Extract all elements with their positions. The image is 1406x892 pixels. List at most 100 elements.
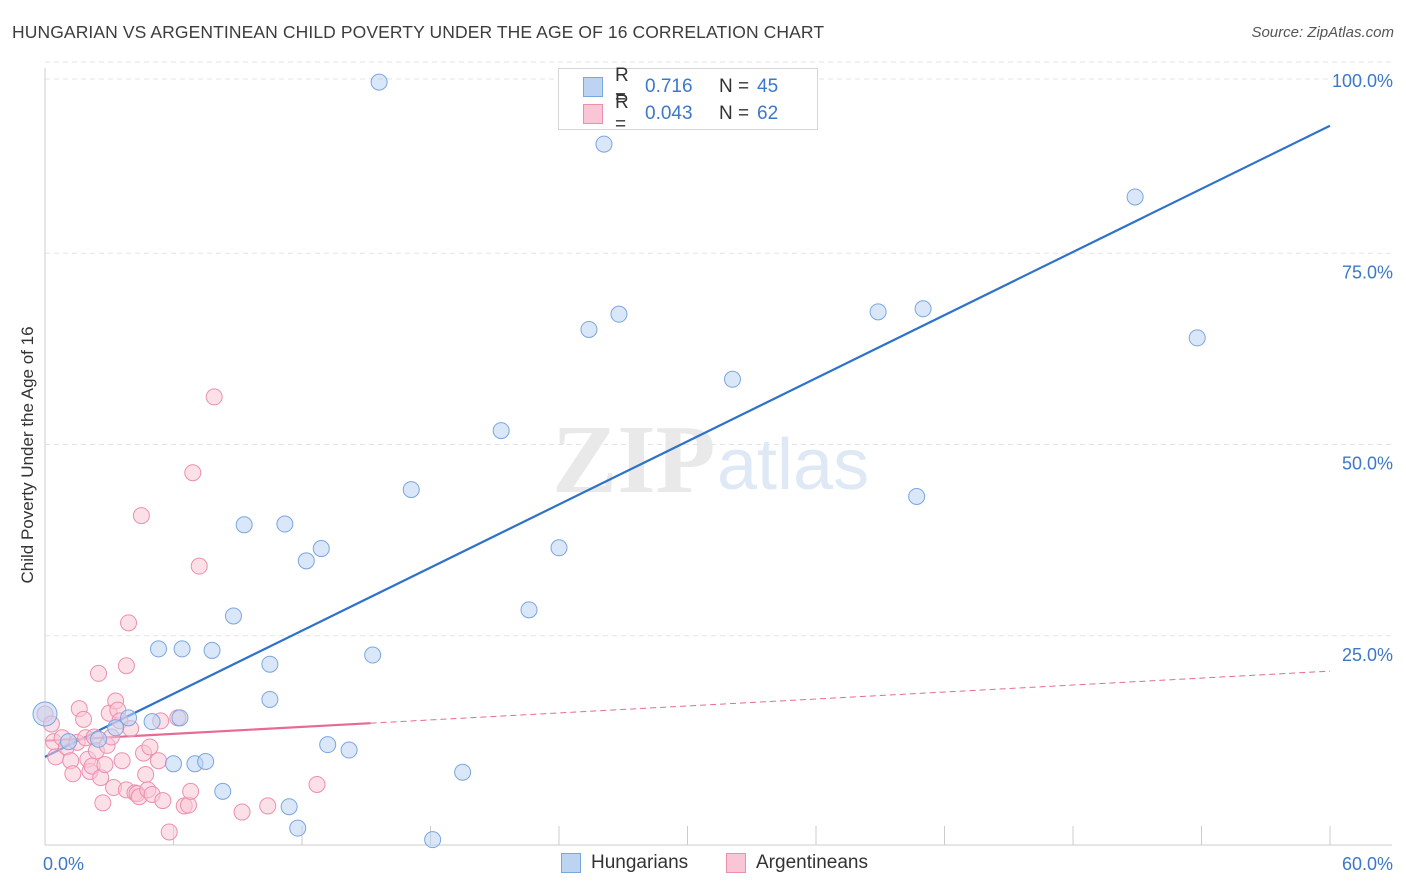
points-layer <box>32 73 1206 849</box>
x-tick-label: 60.0% <box>1342 854 1393 874</box>
legend: R = 0.716 N = 45 R = 0.043 N = 62 <box>558 65 818 135</box>
point-hungarians <box>165 755 182 773</box>
point-hungarians <box>610 305 628 323</box>
point-hungarians <box>424 831 442 849</box>
bottom-legend-swatch-hungarians <box>561 853 581 873</box>
point-argentineans <box>160 823 178 841</box>
bottom-legend-swatch-argentineans <box>726 853 746 873</box>
point-hungarians <box>402 481 420 499</box>
point-hungarians <box>297 552 315 570</box>
trend-layer <box>44 124 1331 758</box>
grid-layer <box>45 61 1392 637</box>
point-argentineans <box>90 664 108 682</box>
legend-r-value: 0.043 <box>645 103 693 124</box>
point-argentineans <box>64 765 82 783</box>
point-hungarians <box>319 736 337 754</box>
legend-r-label: R = <box>615 65 629 108</box>
point-hungarians <box>276 515 294 533</box>
point-argentineans <box>96 756 114 774</box>
legend-row-argentineans: R = 0.043 N = 62 <box>583 92 779 135</box>
point-hungarians <box>214 782 232 800</box>
point-hungarians <box>224 607 242 625</box>
point-hungarians <box>32 701 58 727</box>
point-argentineans <box>94 794 112 812</box>
point-argentineans <box>154 792 172 810</box>
point-hungarians <box>60 733 78 751</box>
point-hungarians <box>340 741 358 759</box>
point-hungarians <box>173 640 191 658</box>
point-argentineans <box>141 738 159 756</box>
watermark-zip: ZIP <box>552 406 715 514</box>
point-hungarians <box>370 73 388 91</box>
point-argentineans <box>120 614 138 632</box>
legend-n-label: N = <box>719 103 750 124</box>
y-tick-label: 100.0% <box>1332 71 1393 91</box>
point-hungarians <box>90 730 108 748</box>
legend-n-value: 45 <box>757 76 779 97</box>
legend-swatch-hungarians <box>583 77 603 97</box>
trend-line-hungarians <box>44 124 1331 758</box>
watermark-atlas: atlas <box>717 425 869 505</box>
point-argentineans <box>259 797 277 815</box>
point-argentineans <box>113 752 131 770</box>
point-hungarians <box>143 713 161 731</box>
y-tick-label: 75.0% <box>1342 262 1393 282</box>
point-argentineans <box>184 464 202 482</box>
point-hungarians <box>1188 329 1206 347</box>
source-label: Source: ZipAtlas.com <box>1251 24 1394 41</box>
point-argentineans <box>190 557 208 575</box>
bottom-legend-label-hungarians: Hungarians <box>591 852 689 873</box>
legend-r-label: R = <box>615 92 629 135</box>
legend-swatch-argentineans <box>583 104 603 124</box>
y-axis-label: Child Poverty Under the Age of 16 <box>18 326 37 583</box>
y-tick-label: 25.0% <box>1342 645 1393 665</box>
point-argentineans <box>150 752 168 770</box>
bottom-legend-label-argentineans: Argentineans <box>756 852 868 873</box>
x-tick-label: 0.0% <box>43 854 84 874</box>
bottom-legend-hungarians: Hungarians <box>561 852 688 874</box>
point-hungarians <box>120 709 138 727</box>
point-argentineans <box>132 507 150 525</box>
watermark: ZIP atlas <box>552 406 869 514</box>
point-hungarians <box>580 320 598 338</box>
trend-line-argentineans-extrapolated <box>370 670 1331 724</box>
point-argentineans <box>308 775 326 793</box>
point-hungarians <box>914 300 932 318</box>
point-hungarians <box>492 422 510 440</box>
point-hungarians <box>203 641 221 659</box>
point-argentineans <box>75 710 93 728</box>
legend-n-value: 62 <box>757 103 779 124</box>
point-hungarians <box>107 719 125 737</box>
legend-row-hungarians: R = 0.716 N = 45 <box>583 65 779 108</box>
point-hungarians <box>520 601 538 619</box>
point-hungarians <box>235 516 253 534</box>
point-hungarians <box>454 763 472 781</box>
chart-title: HUNGARIAN VS ARGENTINEAN CHILD POVERTY U… <box>12 22 825 42</box>
y-tick-label: 50.0% <box>1342 454 1393 474</box>
point-hungarians <box>908 487 926 505</box>
point-hungarians <box>723 370 741 388</box>
point-hungarians <box>171 709 189 727</box>
point-argentineans <box>182 782 200 800</box>
bottom-legend-argentineans: Argentineans <box>726 852 868 874</box>
point-hungarians <box>197 753 215 771</box>
legend-n-label: N = <box>719 76 750 97</box>
legend-r-value: 0.716 <box>645 76 693 97</box>
point-hungarians <box>280 798 298 816</box>
point-hungarians <box>150 640 168 658</box>
point-hungarians <box>364 646 382 664</box>
point-hungarians <box>1126 188 1144 206</box>
point-argentineans <box>137 766 155 784</box>
point-hungarians <box>550 539 568 557</box>
axis-layer: 25.0% 50.0% 75.0% 100.0% 0.0% 60.0% <box>43 68 1393 874</box>
point-hungarians <box>595 135 613 153</box>
point-hungarians <box>261 655 279 673</box>
point-hungarians <box>312 540 330 558</box>
point-hungarians <box>261 690 279 708</box>
point-hungarians <box>289 819 307 837</box>
point-argentineans <box>117 657 135 675</box>
point-argentineans <box>205 388 223 406</box>
point-hungarians <box>869 303 887 321</box>
point-argentineans <box>233 803 251 821</box>
